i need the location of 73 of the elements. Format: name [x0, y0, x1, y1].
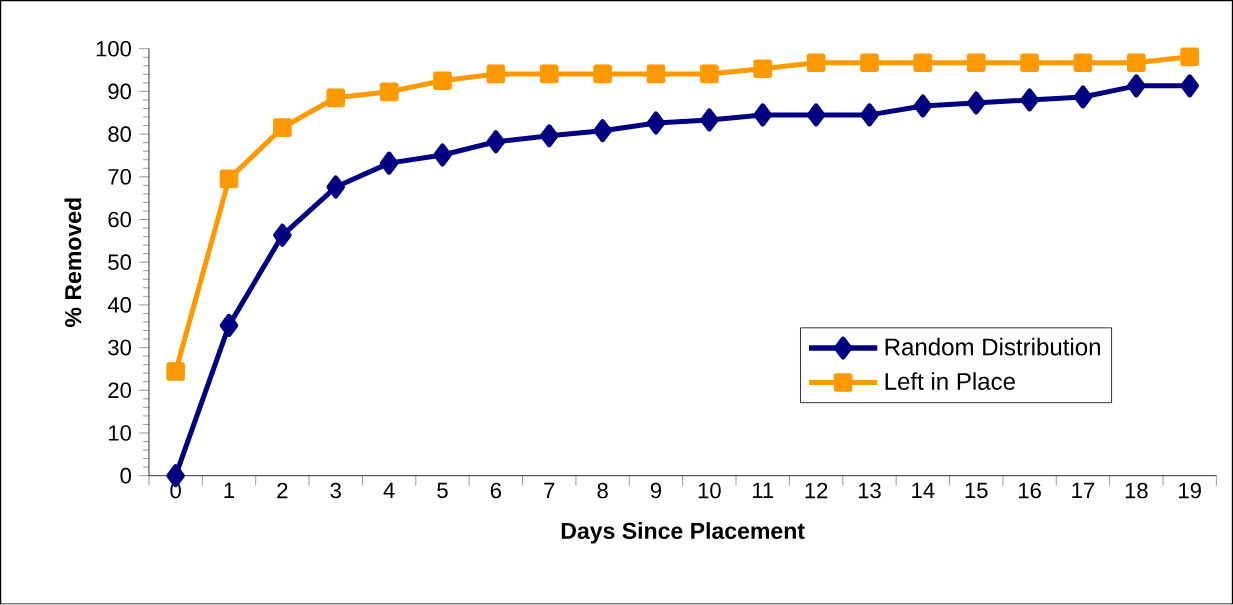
- point: [753, 103, 772, 127]
- y-tick-label: 0: [120, 468, 131, 484]
- x-tick-label: 17: [1072, 482, 1095, 499]
- legend-label: Random Distribution: [885, 338, 1100, 356]
- point: [379, 151, 399, 175]
- point: [913, 94, 933, 118]
- point: [273, 118, 292, 138]
- point: [433, 71, 452, 91]
- x-tick-label: 10: [698, 482, 721, 499]
- point: [486, 130, 506, 154]
- x-tick-label: 7: [544, 482, 555, 499]
- y-tick-label: 100: [96, 41, 131, 57]
- point: [379, 82, 399, 102]
- point: [913, 53, 933, 73]
- point: [539, 124, 559, 148]
- point: [646, 64, 666, 84]
- point: [646, 111, 666, 135]
- point: [219, 169, 239, 189]
- y-tick-label: 30: [108, 339, 131, 356]
- point: [486, 64, 506, 84]
- x-tick-label: 11: [752, 482, 774, 499]
- y-axis-title: % Removed: [64, 198, 82, 328]
- x-tick-label: 16: [1019, 482, 1041, 499]
- point: [1180, 74, 1199, 98]
- point: [593, 119, 612, 143]
- point: [273, 223, 292, 248]
- point: [326, 88, 346, 108]
- point: [806, 103, 826, 127]
- x-tick-label: 19: [1179, 482, 1201, 499]
- point: [860, 53, 879, 73]
- x-tick-label: 3: [330, 482, 341, 499]
- point: [1020, 88, 1039, 112]
- point: [753, 59, 773, 79]
- point: [593, 64, 612, 84]
- point: [1127, 74, 1146, 98]
- point: [1020, 53, 1039, 73]
- point: [1073, 85, 1093, 109]
- point: [433, 143, 452, 167]
- x-tick-label: 1: [224, 482, 235, 499]
- x-tick-label: 4: [383, 482, 395, 499]
- x-tick-label: 6: [490, 482, 502, 499]
- y-tick-label: 90: [108, 83, 131, 100]
- y-tick-label: 20: [108, 382, 131, 399]
- x-axis-title: Days Since Placement: [561, 522, 805, 544]
- y-tick-label: 50: [108, 254, 131, 271]
- x-tick-label: 15: [965, 482, 988, 499]
- point: [1073, 53, 1093, 73]
- x-tick-label: 14: [912, 482, 935, 499]
- point: [539, 64, 559, 84]
- y-tick-label: 40: [107, 297, 131, 313]
- point: [860, 103, 879, 127]
- x-tick-label: 2: [277, 482, 288, 499]
- x-tick-label: 13: [858, 482, 881, 499]
- y-tick-label: 10: [109, 425, 131, 441]
- y-tick-label: 80: [108, 126, 131, 143]
- x-tick-label: 8: [597, 482, 608, 499]
- point: [1127, 53, 1146, 73]
- point: [1180, 47, 1200, 67]
- point: [700, 108, 719, 132]
- point: [326, 175, 346, 199]
- y-tick-label: 70: [108, 169, 131, 185]
- x-tick-label: 12: [805, 482, 828, 499]
- point: [166, 362, 185, 382]
- point: [966, 53, 986, 73]
- y-tick-label: 60: [108, 211, 131, 228]
- point: [806, 53, 826, 73]
- point: [966, 91, 986, 115]
- x-tick-label: 5: [437, 482, 448, 499]
- point: [219, 314, 239, 338]
- x-tick-label: 9: [650, 482, 662, 499]
- point: [700, 64, 719, 84]
- legend-label: Left in Place: [885, 372, 1015, 391]
- x-tick-label: 18: [1125, 482, 1148, 499]
